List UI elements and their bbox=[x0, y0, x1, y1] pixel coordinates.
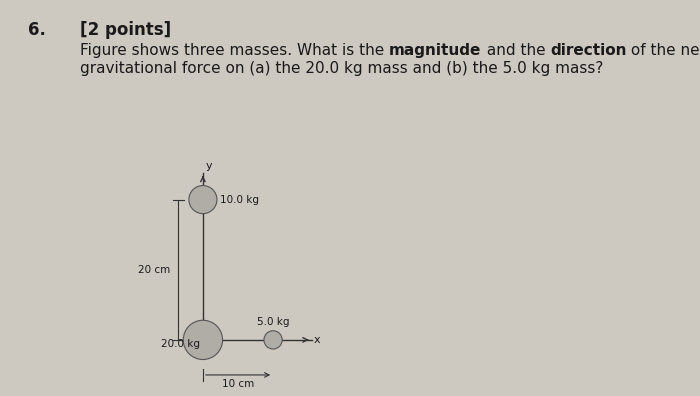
Text: 6.: 6. bbox=[28, 21, 46, 39]
Text: magnitude: magnitude bbox=[389, 43, 482, 58]
Text: gravitational force on (a) the 20.0 kg mass and (b) the 5.0 kg mass?: gravitational force on (a) the 20.0 kg m… bbox=[80, 61, 603, 76]
Text: x: x bbox=[314, 335, 321, 345]
Text: [2 points]: [2 points] bbox=[80, 21, 171, 39]
Text: 10 cm: 10 cm bbox=[222, 379, 254, 389]
Text: of the net: of the net bbox=[626, 43, 700, 58]
Text: 20.0 kg: 20.0 kg bbox=[161, 339, 199, 349]
Text: 5.0 kg: 5.0 kg bbox=[257, 316, 289, 327]
Text: and the: and the bbox=[482, 43, 550, 58]
Text: y: y bbox=[206, 161, 212, 171]
Circle shape bbox=[183, 320, 223, 360]
Text: Figure shows three masses. What is the: Figure shows three masses. What is the bbox=[80, 43, 389, 58]
Circle shape bbox=[264, 331, 282, 349]
Text: 20 cm: 20 cm bbox=[138, 265, 170, 275]
Text: direction: direction bbox=[550, 43, 626, 58]
Text: 10.0 kg: 10.0 kg bbox=[220, 194, 259, 205]
Circle shape bbox=[189, 186, 217, 213]
